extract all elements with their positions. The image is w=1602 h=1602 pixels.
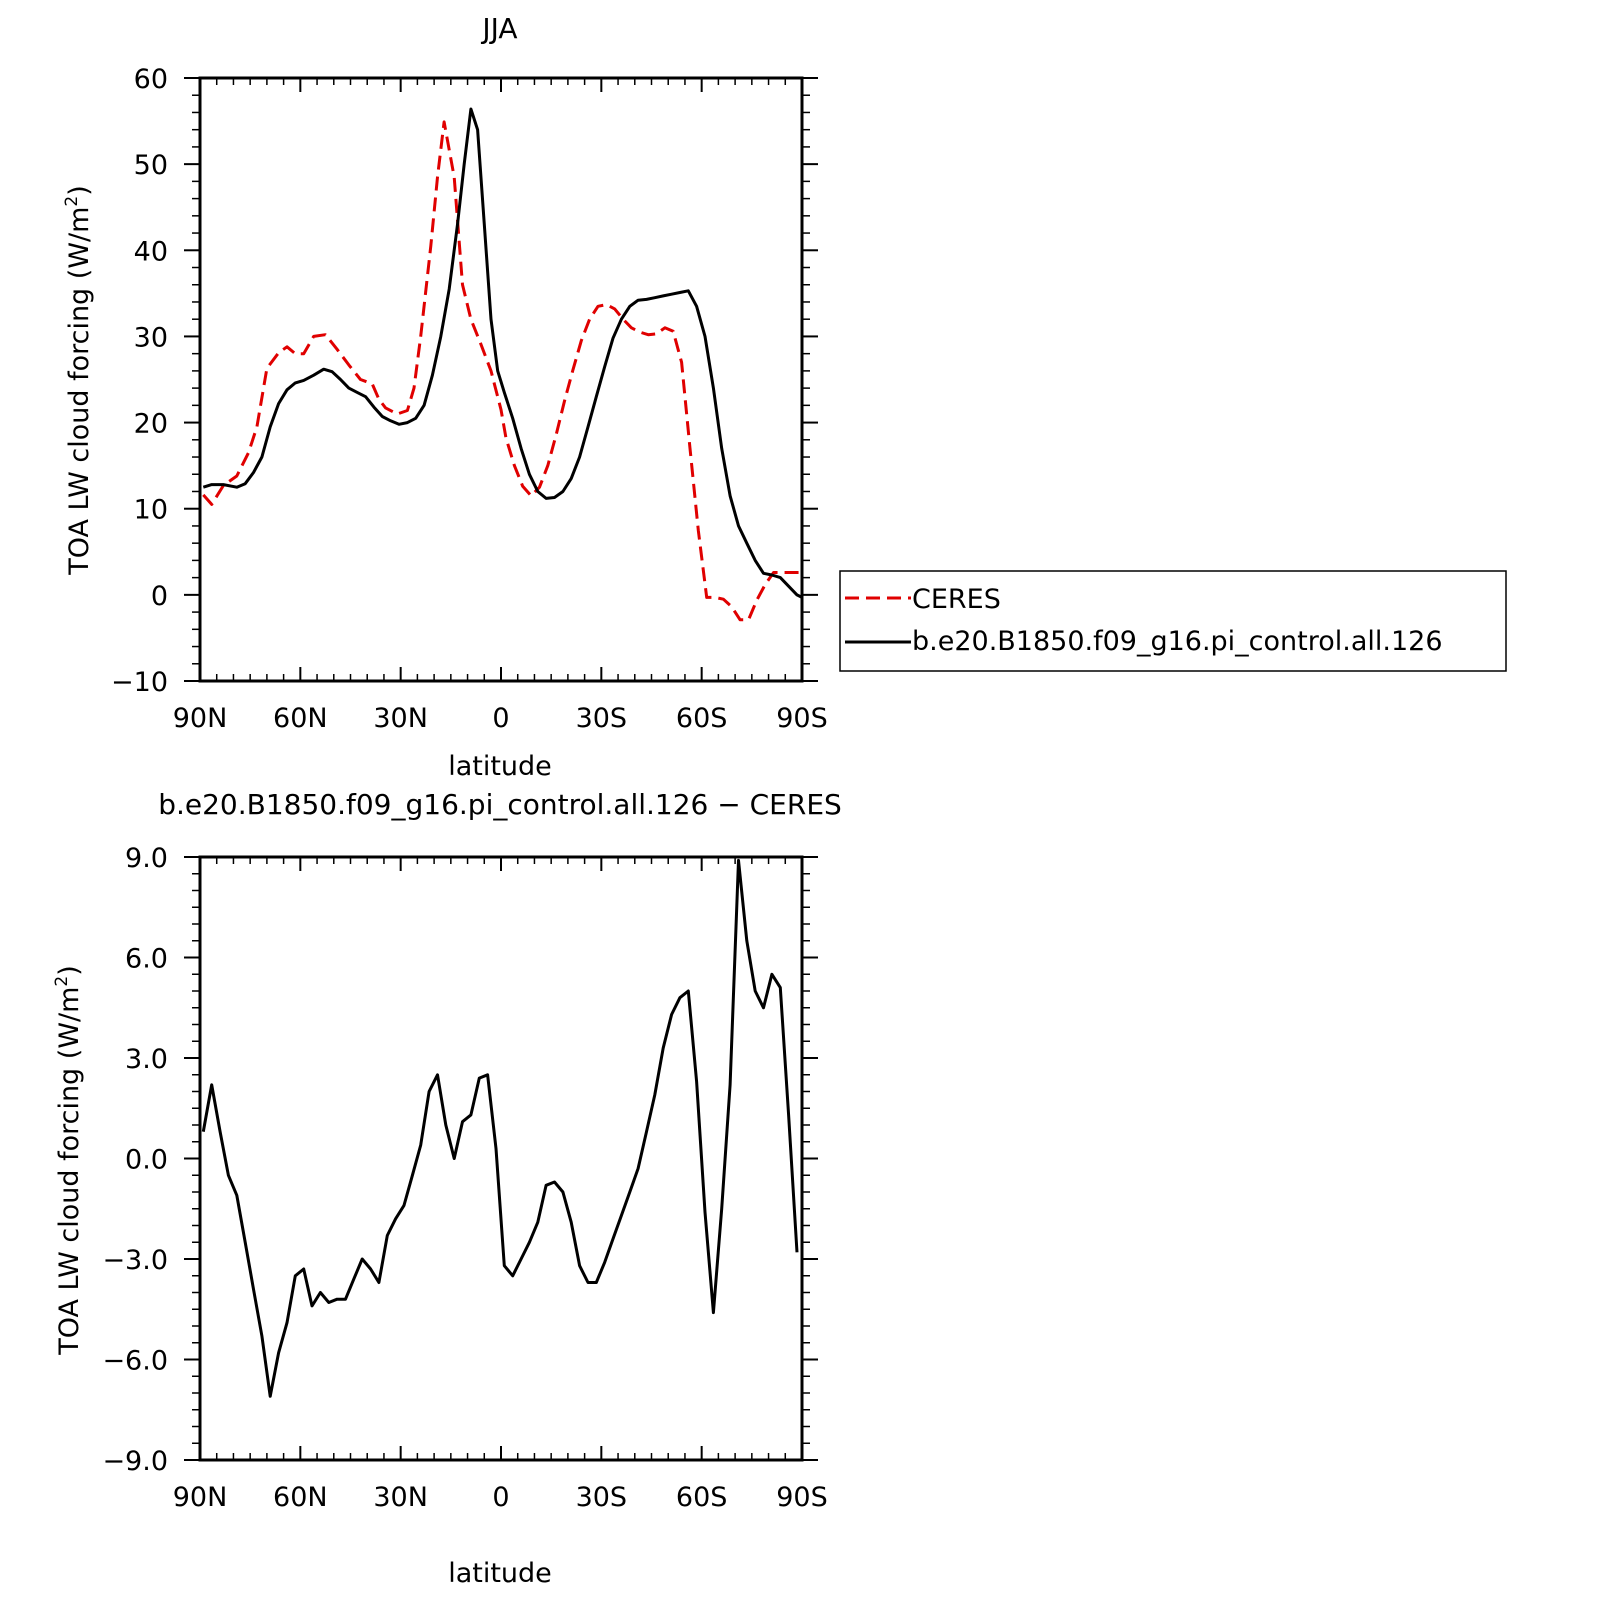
legend-box <box>839 570 1507 672</box>
bottom-series-line-model <box>201 858 799 1398</box>
top-x-tick-label: 90N <box>173 703 228 734</box>
bottom-y-tick-label: 0.0 <box>125 1145 168 1176</box>
bottom-x-tick-label: 90N <box>173 1482 228 1513</box>
top-y-tick-label: −10 <box>111 667 168 698</box>
bottom-chart-title: b.e20.B1850.f09_g16.pi_control.all.126 −… <box>158 788 842 821</box>
bottom-y-tick-label: −3.0 <box>102 1245 168 1276</box>
bottom-chart-plot-frame <box>198 855 804 1462</box>
legend: CERES b.e20.B1850.f09_g16.pi_control.all… <box>839 570 1507 672</box>
bottom-x-tick-label: 30N <box>373 1482 428 1513</box>
top-x-tick-label: 60N <box>273 703 328 734</box>
bottom-x-tick-label: 60N <box>273 1482 328 1513</box>
bottom-y-tick-label: 9.0 <box>125 843 168 874</box>
top-series-line-ceres <box>202 120 799 622</box>
bottom-y-tick-label: −6.0 <box>102 1346 168 1377</box>
bottom-x-tick-label: 60S <box>676 1482 728 1513</box>
top-chart-x-axis-label: latitude <box>448 751 552 782</box>
bottom-chart-y-axis-label: TOA LW cloud forcing (W/m2) <box>52 965 85 1356</box>
top-x-tick-label: 30S <box>576 703 628 734</box>
top-chart-y-axis-label: TOA LW cloud forcing (W/m2) <box>62 185 95 576</box>
top-y-tick-label: 40 <box>134 236 168 267</box>
top-chart-series <box>202 107 803 622</box>
top-y-tick-label: 50 <box>134 150 168 181</box>
bottom-x-tick-label: 90S <box>776 1482 828 1513</box>
top-y-tick-label: 30 <box>134 322 168 353</box>
bottom-y-tick-label: −9.0 <box>102 1446 168 1477</box>
bottom-chart-x-axis-label: latitude <box>448 1558 552 1589</box>
top-y-tick-label: 60 <box>134 64 168 95</box>
top-x-tick-label: 90S <box>776 703 828 734</box>
top-x-tick-label: 30N <box>373 703 428 734</box>
top-x-tick-label: 0 <box>492 703 509 734</box>
bottom-chart-axes: 90N 60N 30N 0 30S 60S 90S −9.0 −6.0 −3.0 0.0 3.0 6.0… <box>102 843 827 1513</box>
top-y-tick-label: 10 <box>134 495 168 526</box>
top-series-line-model <box>202 107 803 599</box>
top-chart-title: JJA <box>480 12 517 45</box>
legend-ceres-label: CERES <box>912 584 1001 615</box>
bottom-y-tick-label: 3.0 <box>125 1044 168 1075</box>
bottom-chart-series <box>201 858 799 1398</box>
legend-model-label: b.e20.B1850.f09_g16.pi_control.all.126 <box>912 626 1443 657</box>
bottom-panel: b.e20.B1850.f09_g16.pi_control.all.126 −… <box>52 788 842 1589</box>
top-y-tick-label: 0 <box>151 581 168 612</box>
top-x-tick-label: 60S <box>676 703 728 734</box>
top-chart-axes: 90N 60N 30N 0 30S 60S 90S −10 0 10 20 30 40 50 60 <box>111 64 828 734</box>
top-panel: JJA TOA LW cloud forcing (W/m2) latitude… <box>62 12 1507 782</box>
top-y-tick-label: 20 <box>134 409 168 440</box>
bottom-x-tick-label: 30S <box>576 1482 628 1513</box>
bottom-y-tick-label: 6.0 <box>125 944 168 975</box>
top-chart-plot-frame <box>198 76 804 683</box>
bottom-x-tick-label: 0 <box>492 1482 509 1513</box>
